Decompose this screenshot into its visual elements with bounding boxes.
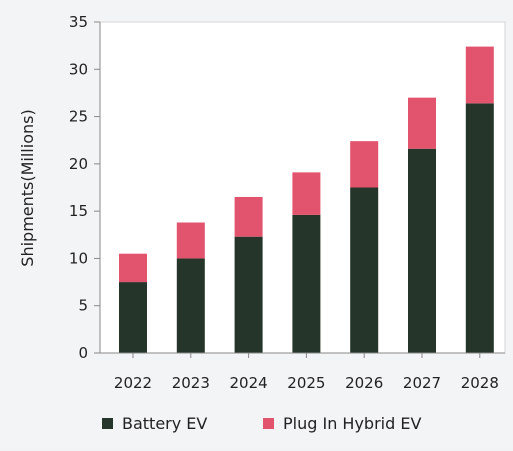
bar-plug-in-hybrid-ev-2028	[465, 46, 494, 104]
x-tick-label: 2026	[345, 374, 383, 392]
legend-label-battery-ev: Battery EV	[122, 414, 207, 433]
y-tick-label: 20	[69, 155, 88, 173]
bar-plug-in-hybrid-ev-2027	[408, 97, 436, 149]
bar-battery-ev-2023	[176, 258, 205, 353]
bar-plug-in-hybrid-ev-2024	[234, 196, 263, 237]
bar-plug-in-hybrid-ev-2026	[350, 141, 379, 188]
bar-battery-ev-2022	[119, 282, 147, 353]
legend-label-plug-in-hybrid-ev: Plug In Hybrid EV	[283, 414, 421, 433]
y-axis-title: Shipments(Millions)	[18, 109, 37, 266]
bar-battery-ev-2027	[408, 148, 436, 353]
x-tick-label: 2024	[230, 374, 268, 392]
bar-battery-ev-2028	[465, 103, 494, 354]
x-labels-layer: 2022 2023 2024 2025 2026 2027 2028	[114, 353, 499, 392]
bar-battery-ev-2026	[350, 187, 379, 353]
x-tick-label: 2027	[403, 374, 441, 392]
y-tick-label: 0	[78, 344, 88, 362]
x-tick-label: 2028	[461, 374, 499, 392]
y-tick-label: 15	[69, 202, 88, 220]
x-tick-label: 2023	[172, 374, 210, 392]
bars-layer	[119, 46, 494, 354]
y-tick-label: 30	[69, 60, 88, 78]
legend: Battery EV Plug In Hybrid EV	[102, 414, 421, 433]
bar-plug-in-hybrid-ev-2025	[292, 172, 321, 215]
bar-plug-in-hybrid-ev-2023	[176, 222, 205, 259]
x-tick-label: 2025	[287, 374, 325, 392]
y-ticks-layer: 0 5 10 15 20 25 30 35	[69, 13, 100, 362]
y-tick-label: 25	[69, 108, 88, 126]
y-tick-label: 10	[69, 249, 88, 267]
bar-battery-ev-2024	[234, 236, 263, 353]
x-tick-label: 2022	[114, 374, 152, 392]
y-tick-label: 35	[69, 13, 88, 31]
legend-swatch-plug-in-hybrid-ev	[263, 418, 274, 429]
legend-swatch-battery-ev	[102, 418, 113, 429]
bar-battery-ev-2025	[292, 214, 321, 353]
y-tick-label: 5	[78, 297, 88, 315]
bar-plug-in-hybrid-ev-2022	[119, 253, 147, 283]
